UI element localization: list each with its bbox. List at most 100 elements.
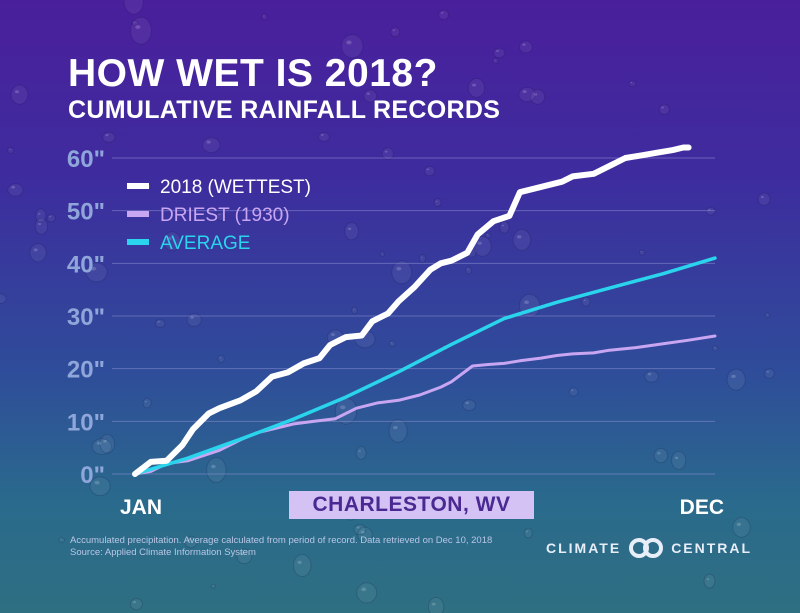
raindrop — [130, 16, 152, 45]
raindrop-highlight — [90, 266, 97, 271]
raindrop-highlight — [212, 585, 214, 586]
series-line-average — [133, 256, 717, 476]
raindrop-highlight — [526, 530, 529, 533]
raindrop-highlight — [390, 342, 393, 344]
raindrop-highlight — [465, 401, 469, 405]
raindrop — [581, 296, 591, 307]
raindrop — [184, 535, 198, 549]
raindrop-highlight — [37, 212, 41, 215]
raindrop — [379, 251, 386, 258]
raindrop-highlight — [133, 600, 137, 604]
raindrop — [388, 340, 396, 348]
raindrop — [357, 526, 373, 543]
raindrop — [518, 40, 533, 54]
raindrop-highlight — [731, 374, 736, 379]
raindrop — [363, 89, 378, 103]
raindrop-highlight — [647, 372, 652, 376]
climate-central-logo: CLIMATE CENTRAL — [546, 537, 752, 559]
raindrop — [381, 147, 394, 161]
raindrop-highlight — [356, 526, 360, 529]
raindrop — [462, 399, 477, 412]
raindrop-highlight — [501, 224, 505, 227]
raindrop — [427, 596, 445, 613]
raindrop — [7, 146, 15, 154]
footnote-line-2: Source: Applied Climate Information Syst… — [70, 547, 256, 558]
raindrop — [523, 527, 533, 539]
raindrop — [353, 524, 367, 536]
raindrop-highlight — [571, 389, 574, 392]
raindrop-highlight — [353, 308, 355, 310]
raindrop-highlight — [187, 538, 191, 541]
raindrop — [206, 456, 227, 483]
raindrop-highlight — [346, 40, 352, 45]
raindrop-highlight — [713, 346, 716, 348]
raindrop-highlight — [661, 106, 664, 109]
raindrop — [102, 131, 116, 143]
raindrop-highlight — [219, 357, 221, 359]
raindrop-highlight — [522, 90, 527, 94]
raindrop — [351, 306, 358, 315]
raindrop — [703, 573, 716, 589]
raindrop — [89, 476, 111, 497]
raindrop — [123, 0, 144, 15]
raindrop-highlight — [358, 450, 361, 453]
raindrop — [764, 312, 771, 319]
raindrop — [202, 137, 221, 154]
raindrop-highlight — [431, 602, 436, 606]
raindrop-highlight — [240, 552, 244, 556]
raindrop-highlight — [263, 15, 265, 17]
raindrop — [131, 20, 139, 26]
raindrop — [217, 354, 225, 364]
raindrop-highlight — [420, 256, 423, 258]
raindrop-highlight — [33, 248, 38, 252]
legend: 2018 (WETTEST) DRIEST (1930) AVERAGE — [127, 177, 311, 254]
raindrop-highlight — [640, 251, 642, 253]
raindrop — [438, 9, 450, 21]
logo-word-central: CENTRAL — [671, 540, 753, 556]
raindrop — [465, 266, 472, 275]
legend-swatch-driest — [127, 211, 149, 217]
raindrop — [732, 517, 751, 538]
raindrop-highlight — [14, 90, 20, 94]
raindrop — [236, 548, 253, 565]
gridlines — [112, 157, 715, 475]
raindrop-highlight — [144, 400, 147, 403]
raindrop-highlight — [760, 196, 764, 199]
raindrop-highlight — [472, 83, 477, 87]
raindrop-highlight — [674, 456, 679, 460]
raindrop-highlight — [706, 578, 710, 581]
raindrop-highlight — [49, 215, 52, 218]
raindrop — [644, 370, 659, 383]
raindrop-highlight — [218, 213, 221, 216]
raindrop-highlight — [657, 451, 661, 455]
raindrop-highlight — [133, 21, 135, 23]
raindrop-highlight — [279, 213, 282, 215]
logo-word-climate: CLIMATE — [546, 540, 622, 556]
raindrop — [46, 213, 56, 223]
raindrop — [518, 86, 536, 103]
subtitle: CUMULATIVE RAINFALL RECORDS — [68, 96, 501, 124]
raindrop-highlight — [366, 92, 370, 95]
raindrop — [493, 47, 506, 59]
series-line-wettest — [132, 144, 692, 477]
raindrop — [142, 397, 152, 409]
raindrop — [658, 103, 670, 115]
raindrop-highlight — [583, 299, 586, 301]
raindrop — [317, 131, 330, 142]
raindrop-highlight — [103, 439, 107, 443]
raindrop — [99, 433, 116, 454]
raindrop — [35, 208, 47, 223]
raindrop — [484, 232, 492, 239]
raindrop-highlight — [340, 405, 346, 410]
legend-swatch-average — [127, 239, 149, 245]
raindrop — [433, 198, 442, 208]
raindrop — [712, 345, 719, 352]
raindrop-highlight — [157, 320, 160, 323]
raindrop — [492, 57, 499, 65]
raindrop-highlight — [96, 441, 102, 445]
raindrop-highlight — [190, 316, 194, 319]
raindrop-highlight — [330, 333, 335, 336]
raindrop-highlight — [384, 150, 388, 153]
